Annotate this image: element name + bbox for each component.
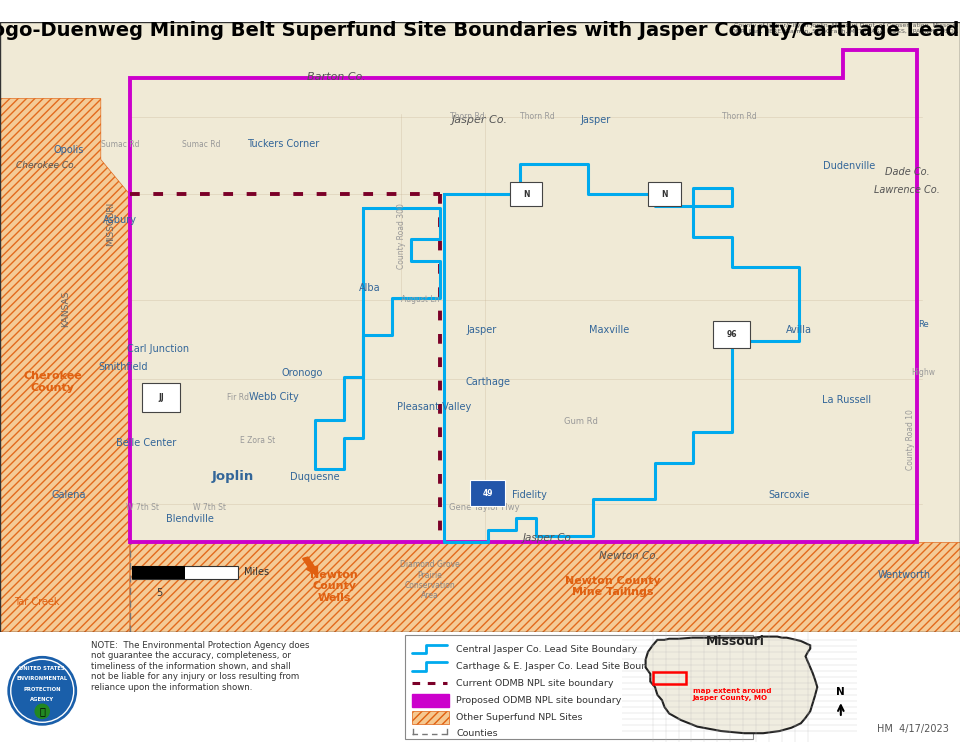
Text: Gene Taylor Hwy: Gene Taylor Hwy — [449, 502, 520, 512]
Text: JJ: JJ — [158, 393, 164, 402]
FancyBboxPatch shape — [713, 321, 750, 348]
Text: Sumac Rd: Sumac Rd — [101, 139, 139, 148]
Text: ENVIRONMENTAL: ENVIRONMENTAL — [16, 677, 68, 681]
Text: Webb City: Webb City — [249, 393, 299, 402]
Text: N: N — [836, 687, 845, 697]
Text: Oronogo: Oronogo — [281, 368, 324, 378]
Text: Jasper Co.: Jasper Co. — [523, 533, 575, 542]
Text: County Road 300: County Road 300 — [396, 203, 406, 269]
Text: Proposed ODMB NPL site boundary: Proposed ODMB NPL site boundary — [456, 696, 622, 705]
Polygon shape — [645, 637, 817, 733]
Text: Cherokee
County: Cherokee County — [23, 371, 83, 393]
Text: Newton
County
Wells: Newton County Wells — [310, 570, 358, 603]
Text: map extent around
Jasper County, MO: map extent around Jasper County, MO — [693, 689, 771, 701]
Text: Newton County
Mine Tailings: Newton County Mine Tailings — [564, 576, 660, 597]
FancyBboxPatch shape — [510, 182, 542, 206]
Text: Diamond Grove
Prairie
Conservation
Area: Diamond Grove Prairie Conservation Area — [400, 560, 460, 600]
Text: W 7th St: W 7th St — [126, 502, 158, 512]
Text: Joplin: Joplin — [211, 470, 253, 483]
Text: Pleasant Valley: Pleasant Valley — [396, 401, 471, 412]
Circle shape — [5, 654, 80, 728]
Text: Maxville: Maxville — [589, 325, 630, 335]
Text: Avilla: Avilla — [785, 325, 812, 335]
Text: Carthage & E. Jasper Co. Lead Site Boundary: Carthage & E. Jasper Co. Lead Site Bound… — [456, 662, 669, 671]
Text: Dade Co.: Dade Co. — [885, 167, 929, 177]
Polygon shape — [0, 99, 130, 632]
Text: Re: Re — [918, 320, 929, 329]
Text: Sarcoxie: Sarcoxie — [768, 490, 810, 500]
Text: KANSAS: KANSAS — [60, 291, 70, 327]
Text: Other Superfund NPL Sites: Other Superfund NPL Sites — [456, 713, 583, 722]
Text: Highw: Highw — [912, 369, 935, 378]
Text: Central Jasper Co. Lead Site Boundary: Central Jasper Co. Lead Site Boundary — [456, 645, 637, 654]
Text: Oronogo-Duenweg Mining Belt Superfund Site Boundaries with Jasper County/Carthag: Oronogo-Duenweg Mining Belt Superfund Si… — [0, 21, 960, 40]
Circle shape — [36, 704, 49, 718]
Text: Jasper: Jasper — [580, 115, 611, 125]
Text: La Russell: La Russell — [822, 395, 872, 405]
Text: Wentworth: Wentworth — [877, 571, 931, 580]
Text: County Road 10: County Road 10 — [905, 410, 915, 470]
Text: Readings Mill: Readings Mill — [162, 568, 218, 577]
FancyBboxPatch shape — [405, 634, 753, 740]
Text: MISSOURI: MISSOURI — [106, 201, 115, 246]
Text: Jasper: Jasper — [467, 325, 497, 335]
Text: UNITED STATES: UNITED STATES — [19, 666, 65, 672]
Text: Fir Rd: Fir Rd — [228, 393, 249, 402]
Text: Newton Co.: Newton Co. — [599, 551, 659, 561]
Bar — [132, 566, 185, 579]
Text: County of Jasper/City of Joplin, Missouri Dept. of Conservation, Missouri
DNR, E: County of Jasper/City of Joplin, Missour… — [732, 24, 958, 34]
FancyBboxPatch shape — [412, 694, 449, 707]
Bar — [132, 566, 238, 579]
Text: W 7th St: W 7th St — [193, 502, 226, 512]
Text: Opolis: Opolis — [54, 145, 84, 155]
Text: Tar Creek: Tar Creek — [13, 597, 60, 607]
Text: 5: 5 — [156, 588, 162, 597]
Text: Duquesne: Duquesne — [290, 472, 340, 482]
Text: Jasper Co.: Jasper Co. — [452, 115, 508, 125]
Text: Asbury: Asbury — [103, 215, 137, 226]
Text: Smithfield: Smithfield — [98, 362, 148, 372]
FancyArrow shape — [302, 557, 318, 575]
Text: 96: 96 — [727, 330, 736, 339]
Text: August Ln: August Ln — [401, 295, 440, 304]
Text: N: N — [523, 190, 529, 199]
Text: Carthage: Carthage — [466, 377, 510, 387]
Text: Galena: Galena — [52, 490, 86, 500]
Text: Lawrence Co.: Lawrence Co. — [875, 185, 940, 195]
Text: Gum Rd: Gum Rd — [564, 417, 598, 426]
FancyBboxPatch shape — [470, 480, 505, 506]
Text: Dudenville: Dudenville — [824, 160, 876, 171]
Text: Fidelity: Fidelity — [513, 490, 547, 500]
Text: Alba: Alba — [359, 283, 380, 292]
Polygon shape — [130, 542, 960, 632]
Text: Thorn Rd: Thorn Rd — [722, 112, 756, 121]
Text: NOTE:  The Environmental Protection Agency does
not guarantee the accuracy, comp: NOTE: The Environmental Protection Agenc… — [91, 641, 310, 692]
Text: 49: 49 — [483, 489, 492, 498]
Text: Blendville: Blendville — [166, 514, 214, 525]
FancyBboxPatch shape — [648, 182, 681, 206]
Text: Barton Co.: Barton Co. — [306, 72, 366, 82]
Text: Thorn Rd.: Thorn Rd. — [450, 112, 487, 121]
FancyBboxPatch shape — [142, 383, 180, 412]
Text: Current ODMB NPL site boundary: Current ODMB NPL site boundary — [456, 679, 613, 688]
Text: AGENCY: AGENCY — [30, 697, 55, 702]
Text: 🌱: 🌱 — [39, 706, 45, 716]
Text: E Zora St: E Zora St — [240, 436, 275, 444]
Text: PROTECTION: PROTECTION — [23, 687, 61, 692]
Text: Carl Junction: Carl Junction — [128, 344, 189, 354]
Text: Cherokee Co.: Cherokee Co. — [15, 161, 77, 170]
Text: Missouri: Missouri — [706, 635, 764, 649]
Text: Belle Center: Belle Center — [116, 438, 176, 448]
Text: Sumac Rd: Sumac Rd — [182, 139, 221, 148]
FancyBboxPatch shape — [412, 711, 449, 724]
Text: Thorn Rd: Thorn Rd — [520, 112, 555, 121]
Text: N: N — [661, 190, 667, 199]
Text: Counties: Counties — [456, 729, 498, 738]
Text: HM  4/17/2023: HM 4/17/2023 — [876, 724, 948, 734]
Text: Miles: Miles — [244, 568, 269, 577]
Text: Tuckers Corner: Tuckers Corner — [247, 139, 320, 149]
